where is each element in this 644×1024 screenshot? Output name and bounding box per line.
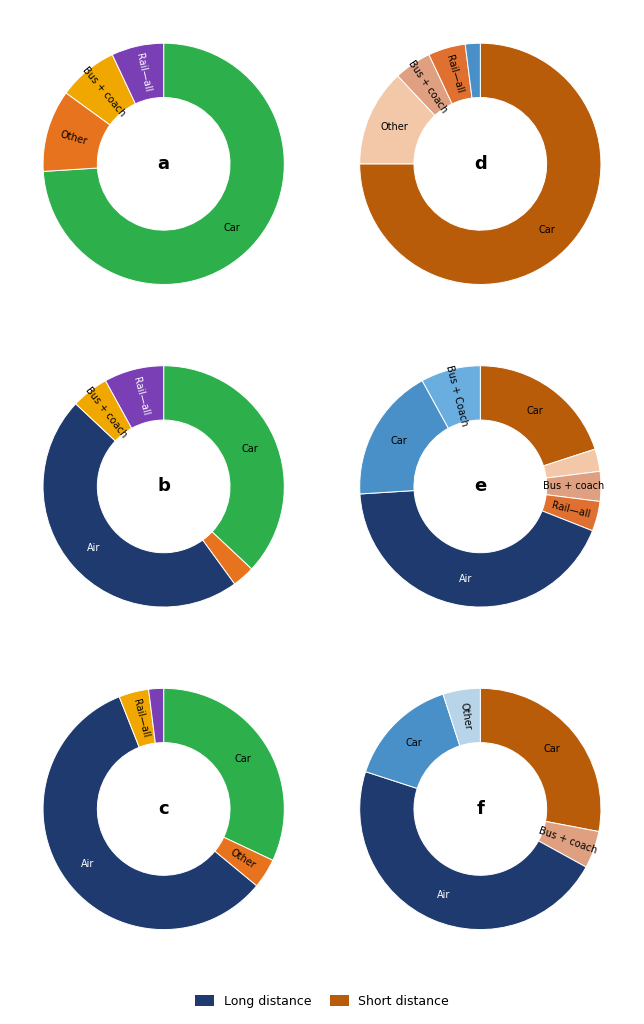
Text: f: f (477, 800, 484, 818)
Wedge shape (119, 689, 155, 748)
Text: Bus + Coach: Bus + Coach (444, 365, 469, 427)
Text: Car: Car (241, 444, 258, 455)
Text: Bus + coach: Bus + coach (543, 481, 605, 492)
Wedge shape (43, 696, 256, 930)
Wedge shape (422, 366, 480, 428)
Text: Air: Air (459, 573, 473, 584)
Wedge shape (203, 531, 252, 584)
Wedge shape (43, 93, 110, 171)
Wedge shape (429, 44, 472, 103)
Text: Car: Car (223, 223, 240, 232)
Text: Car: Car (544, 744, 561, 755)
Text: Rail—all: Rail—all (131, 698, 150, 738)
Text: Air: Air (87, 543, 100, 553)
Text: d: d (474, 155, 487, 173)
Wedge shape (360, 381, 448, 494)
Wedge shape (480, 688, 601, 831)
Text: e: e (474, 477, 486, 496)
Wedge shape (164, 366, 284, 569)
Wedge shape (112, 43, 164, 103)
Wedge shape (66, 54, 135, 125)
Wedge shape (360, 772, 586, 930)
Wedge shape (76, 381, 132, 441)
Wedge shape (546, 471, 601, 502)
Text: Air: Air (437, 890, 450, 900)
Wedge shape (215, 838, 273, 886)
Wedge shape (360, 76, 435, 164)
Text: Rail—all: Rail—all (134, 52, 153, 93)
Wedge shape (398, 54, 452, 116)
Wedge shape (360, 43, 601, 285)
Text: Bus + coach: Bus + coach (406, 58, 449, 115)
Text: a: a (158, 155, 169, 173)
Wedge shape (480, 366, 595, 466)
Wedge shape (43, 43, 284, 285)
Wedge shape (149, 688, 164, 743)
Text: Rail—all: Rail—all (444, 54, 464, 94)
Wedge shape (360, 490, 592, 607)
Text: Other: Other (59, 129, 89, 146)
Text: Car: Car (234, 754, 251, 764)
Text: Car: Car (390, 436, 407, 446)
Text: Other: Other (228, 848, 257, 870)
Wedge shape (43, 403, 234, 607)
Wedge shape (106, 366, 164, 428)
Text: Other: Other (381, 122, 408, 132)
Wedge shape (164, 688, 284, 860)
Text: Car: Car (527, 406, 544, 416)
Text: c: c (158, 800, 169, 818)
Text: Air: Air (81, 859, 95, 869)
Text: Bus + coach: Bus + coach (80, 65, 128, 119)
Wedge shape (366, 694, 460, 788)
Wedge shape (465, 43, 480, 98)
Wedge shape (443, 688, 480, 745)
Text: Bus + coach: Bus + coach (538, 825, 599, 856)
Text: Bus + coach: Bus + coach (84, 385, 129, 439)
Wedge shape (542, 495, 600, 530)
Text: Car: Car (538, 225, 555, 234)
Legend: Long distance, Short distance: Long distance, Short distance (190, 989, 454, 1013)
Text: b: b (157, 477, 170, 496)
Text: Rail—all: Rail—all (551, 500, 591, 519)
Text: Rail—all: Rail—all (131, 376, 150, 416)
Wedge shape (538, 821, 599, 867)
Wedge shape (544, 450, 600, 478)
Text: Car: Car (406, 738, 422, 748)
Text: Other: Other (459, 702, 473, 731)
